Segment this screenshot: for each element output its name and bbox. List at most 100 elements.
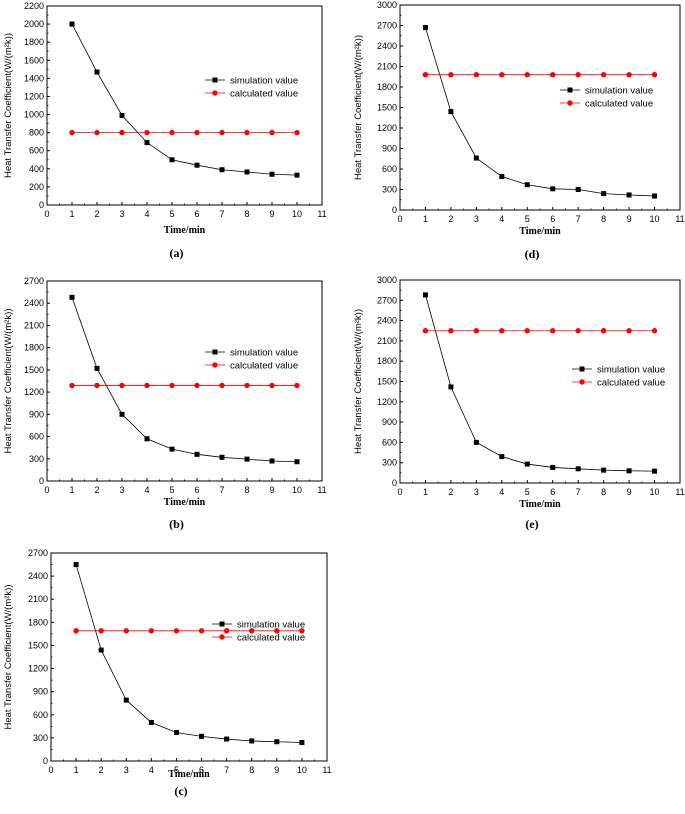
chart-b-y-tick-label: 0 [39,476,44,486]
chart-a-x-tick-label: 5 [169,209,174,219]
chart-b-y-tick-label: 300 [29,454,44,464]
chart-panel-a: 0 1 2 3 4 5 6 7 8 9 10 11 0 200 400 600 800 1000 1200 1400 1… [0,0,340,270]
chart-a-calculated-point [169,129,175,136]
chart-a-calculated-point [244,129,250,136]
chart-a-simulation-point [144,140,150,146]
chart-b-x-tick-label: 0 [44,485,49,495]
chart-c-x-axis-label: Time/min [168,769,210,780]
chart-a-x-tick-label: 3 [119,209,124,219]
chart-c-legend-marker-calculated [219,634,225,640]
chart-a-y-tick-label: 2000 [24,19,44,29]
chart-a-calculated-point [294,129,300,136]
chart-b-calculated-point [294,382,300,389]
chart-c-simulation-point [199,733,205,739]
chart-e-x-tick-label: 7 [576,487,581,497]
chart-e-y-tick-label: 1800 [377,356,397,366]
chart-e-legend-label-1: calculated value [597,378,665,389]
chart-c-calculated-point [274,628,280,634]
chart-c-simulation-point [224,736,230,742]
chart-a-y-tick-label: 1600 [24,55,44,65]
chart-c-y-tick-label: 1200 [28,664,48,674]
chart-b-x-tick-label: 5 [169,485,174,495]
chart-c-y-tick-label: 600 [33,710,48,720]
chart-a-y-tick-label: 2200 [24,1,44,11]
chart-c-simulation-point [148,719,154,725]
chart-panel-c: 0 1 2 3 4 5 6 7 8 9 10 11 0 300 600 900 1200 1500 1800 2100… [0,540,345,814]
chart-e-calculated-point [448,328,454,334]
chart-e-calculated-point [473,328,480,334]
chart-a-legend-label-0: simulation value [230,76,298,87]
chart-panel-e: 0 1 2 3 4 5 6 7 8 9 10 11 0 300 600 900 1200 1500 1800 2100… [350,270,685,540]
chart-d-simulation-point [550,186,556,192]
chart-e-simulation-point [601,467,607,473]
chart-b-x-tick-label: 6 [194,485,199,495]
chart-e-y-tick-label: 900 [382,417,397,427]
chart-e-series-line-simulation [425,294,655,472]
chart-e-simulation-point [550,464,556,470]
chart-d-legend-label-0: simulation value [585,86,653,97]
chart-c-y-tick-label: 2100 [28,594,48,604]
chart-e-x-tick-label: 3 [474,487,479,497]
chart-a-calculated-point [269,129,275,136]
chart-b-simulation-point [94,365,100,371]
chart-b-x-tick-label: 8 [244,485,249,495]
chart-e-y-tick-label: 1200 [377,397,397,407]
chart-d-x-tick-label: 3 [474,214,479,224]
chart-d-y-tick-label: 300 [382,185,397,195]
chart-d-simulation-point [652,193,658,199]
chart-a-x-tick-label: 2 [94,209,99,219]
chart-a-x-tick-label: 9 [269,209,274,219]
chart-a-simulation-point [219,167,225,173]
chart-c-y-tick-label: 0 [43,756,48,766]
chart-e-y-tick-label: 2100 [377,336,397,346]
chart-svg-e: 0 1 2 3 4 5 6 7 8 9 10 11 0 300 600 900 1200 1500 1800 2100… [353,275,685,531]
chart-a-x-tick-label: 1 [69,209,74,219]
chart-c-y-tick-label: 300 [33,733,48,743]
chart-b-y-tick-label: 1200 [24,387,44,397]
chart-c-legend-label-0: simulation value [237,620,305,631]
chart-b-legend-label-1: calculated value [230,361,298,372]
chart-c-legend-marker-simulation [219,621,225,627]
chart-b-series-line-simulation [71,297,298,463]
chart-a-x-tick-label: 10 [292,209,302,219]
chart-a-y-tick-label: 200 [29,182,44,192]
chart-d-x-tick-label: 9 [627,214,632,224]
chart-a-y-tick-label: 800 [29,128,44,138]
chart-e-y-tick-label: 1500 [377,377,397,387]
chart-d-y-tick-label: 1200 [377,123,397,133]
chart-d-panel-label: (d) [525,247,540,261]
chart-a-calculated-point [144,129,150,136]
chart-panel-d: 0 1 2 3 4 5 6 7 8 9 10 11 0 300 600 900 1200 1500 1800 2100… [350,0,685,270]
chart-c-calculated-point [73,628,79,634]
chart-d-x-tick-label: 5 [525,214,530,224]
chart-e-x-tick-label: 4 [499,487,504,497]
chart-a-y-axis-label: Heat Transfer Coefficient(W/(m²k)) [3,33,14,178]
chart-d-simulation-point [626,192,632,198]
chart-e-calculated-point [651,328,658,334]
chart-a-series-line-simulation [71,23,298,176]
chart-b-x-tick-label: 7 [219,485,224,495]
chart-e-y-tick-label: 2400 [377,316,397,326]
chart-a-y-tick-label: 400 [29,164,44,174]
chart-c-calculated-point [148,628,155,634]
chart-d-y-axis-label: Heat Transfer Coefficient(W/(m²k)) [353,35,364,180]
chart-c-x-tick-label: 2 [99,765,104,775]
chart-b-simulation-point [244,456,250,462]
chart-a-y-tick-label: 600 [29,146,44,156]
chart-a-calculated-point [94,129,100,136]
chart-b-x-axis-label: Time/min [164,497,206,508]
chart-e-x-tick-label: 8 [601,487,606,497]
chart-e-calculated-point [499,328,505,334]
chart-a-calculated-point [194,129,200,136]
chart-b-x-tick-label: 3 [119,485,124,495]
chart-a-simulation-point [269,171,275,177]
chart-b-simulation-point [269,458,275,464]
chart-d-y-tick-label: 0 [392,205,397,215]
chart-b-plot-frame [46,280,323,482]
chart-a-simulation-point [244,169,250,175]
chart-a-x-axis-label: Time/min [164,225,206,236]
chart-d-calculated-point [651,72,658,78]
chart-e-simulation-point [575,466,581,472]
chart-d-calculated-point [600,72,607,78]
chart-c-simulation-point [123,697,129,703]
